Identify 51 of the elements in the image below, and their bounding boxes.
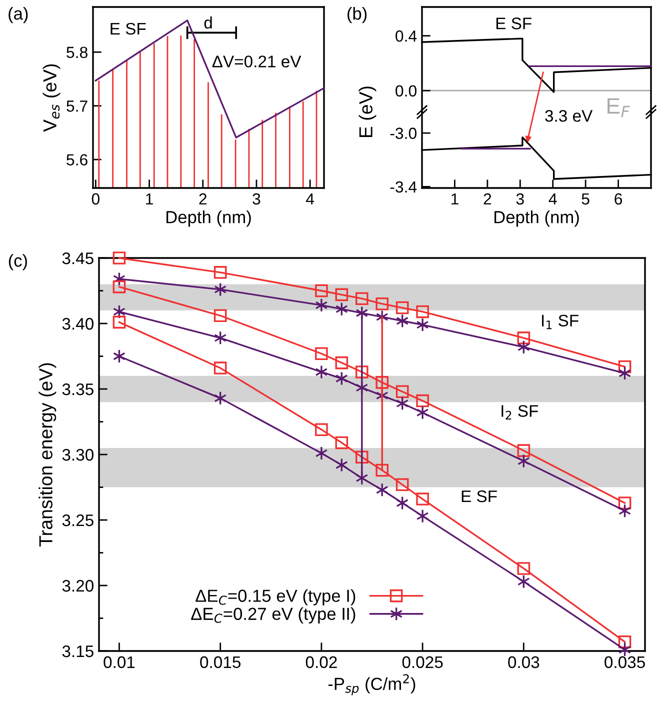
x-tick-label: 1 [451,193,458,204]
x-tick-label: 2 [199,193,207,204]
annotation: I$_{2}$ SF [502,405,538,420]
y-axis-title: V$_{es}$ (eV) [42,64,60,132]
annotation: E SF [110,22,146,35]
x-tick-label: 0.015 [200,656,240,668]
x-tick-label: 0.03 [508,656,540,668]
y-tick-label: 5.7 [66,100,88,112]
y-axis-title: E (eV) [358,86,376,138]
x-axis-title: Depth (nm) [166,210,251,227]
x-tick-label: 1 [146,193,153,204]
legend-label: ΔE$_{C}$=0.27 eV (type II) [191,607,356,624]
x-tick-label: 6 [614,193,622,205]
x-axis-title: Depth (nm) [494,210,579,227]
y-tick-label: 3.15 [62,645,94,658]
x-tick-label: 3 [252,193,260,205]
y-tick-label: -3.0 [390,128,417,139]
chart-title: (b) [348,7,367,24]
x-tick-label: 0.035 [604,656,645,668]
legend-label: ΔE$_{C}$=0.15 eV (type I) [196,589,356,606]
y-tick-label: 5.8 [66,46,88,58]
y-tick-label: 0.4 [396,30,417,42]
annotation: 3.3 eV [545,110,593,122]
y-tick-label: 3.40 [62,318,94,330]
annotation: d [204,16,212,29]
chart-title: (c) [8,254,27,270]
x-axis-title: -P$_{sp}$ (C/m$^{2}$) [328,674,416,696]
y-tick-label: 3.35 [62,383,94,396]
y-tick-label: 3.45 [62,252,94,264]
annotation: E SF [496,18,532,30]
chart-title: (a) [8,7,28,24]
x-tick-label: 5 [582,193,590,205]
annotation: ΔV=0.21 eV [212,56,302,68]
annotation: E SF [462,490,497,502]
y-tick-label: 5.6 [66,154,88,166]
y-axis-title: Transition energy (eV) [38,363,56,546]
x-tick-label: 0.02 [306,656,337,668]
x-tick-label: 2 [484,193,492,204]
x-tick-label: 0.01 [104,656,135,668]
y-tick-label: 3.30 [62,448,94,461]
annotation: I$_{1}$ SF [542,314,578,330]
x-tick-label: 0 [92,193,100,205]
y-tick-label: 3.20 [62,580,94,592]
ref-line-label: E$_{F}$ [608,98,630,118]
x-tick-label: 4 [548,193,557,204]
x-tick-label: 3 [516,193,524,205]
y-tick-label: 3.25 [62,514,94,526]
x-tick-label: 4 [306,193,314,204]
y-tick-label: -3.4 [390,181,417,193]
x-tick-label: 0.025 [402,656,443,668]
y-tick-label: 0.0 [396,85,417,97]
